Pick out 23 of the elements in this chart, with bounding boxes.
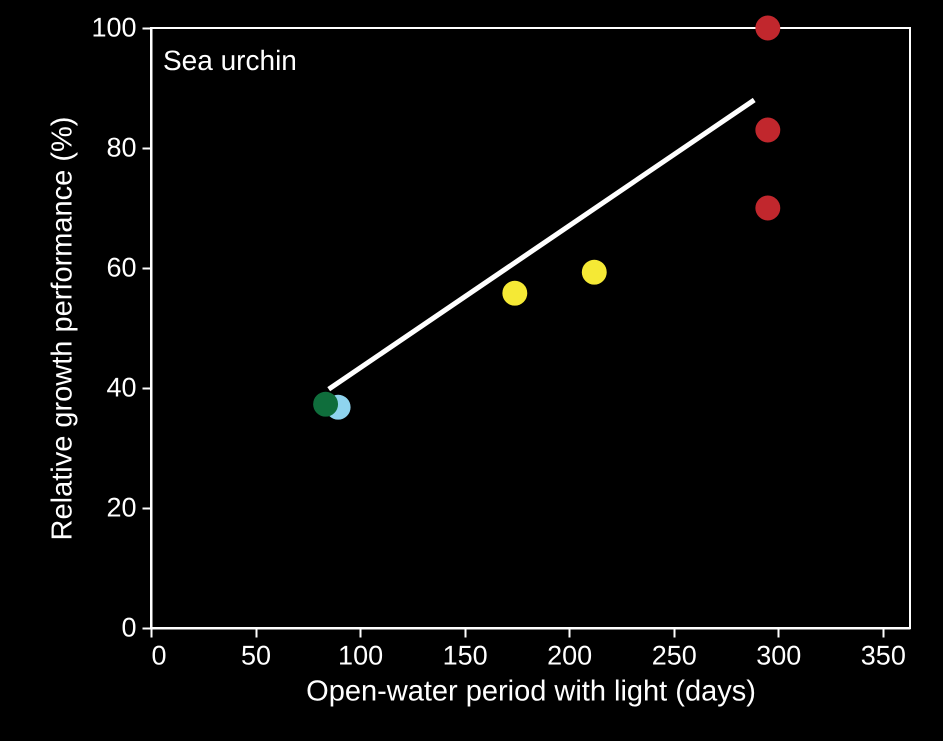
y-tick-label: 0 — [121, 612, 136, 642]
y-tick-label: 80 — [106, 132, 136, 162]
point — [313, 392, 338, 417]
y-tick-label: 20 — [106, 492, 136, 522]
point — [502, 280, 528, 306]
x-tick-label: 0 — [152, 640, 167, 670]
point — [755, 196, 780, 220]
x-tick-label: 200 — [547, 640, 592, 670]
x-tick-label: 100 — [338, 640, 384, 670]
point — [755, 118, 780, 142]
point — [755, 16, 780, 40]
x-tick-label: 50 — [241, 640, 272, 670]
point — [582, 260, 607, 285]
y-tick-label: 40 — [106, 372, 136, 402]
y-tick-label: 100 — [91, 12, 136, 42]
x-axis-title: Open-water period with light (days) — [306, 676, 756, 708]
y-axis-title: Relative growth performance (%) — [46, 116, 78, 540]
x-tick-label: 350 — [860, 640, 906, 670]
x-tick-label: 300 — [756, 640, 802, 670]
y-tick-label: 60 — [106, 252, 136, 282]
x-tick-label: 250 — [652, 640, 697, 670]
annotation: Sea urchin — [163, 45, 297, 76]
x-tick-label: 150 — [442, 640, 488, 670]
